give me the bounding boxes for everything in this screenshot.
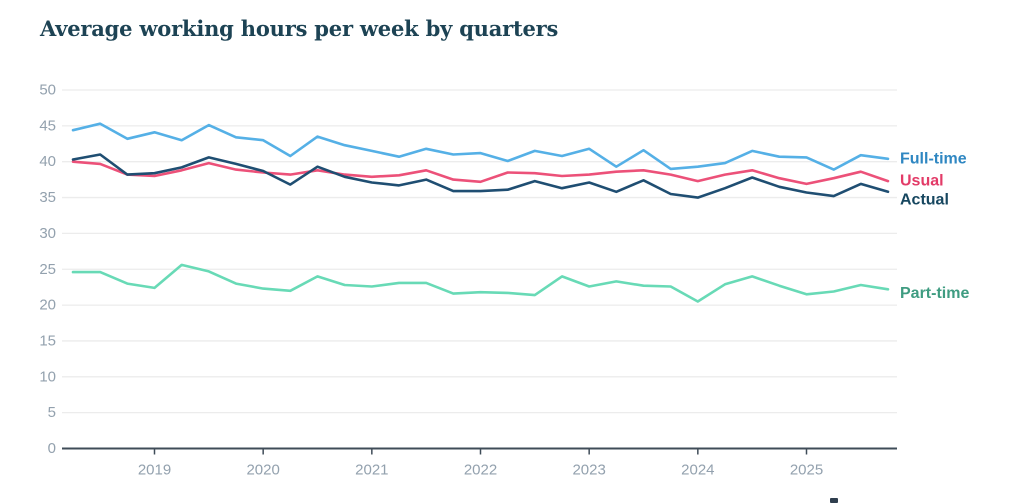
- y-axis-label-40: 40: [39, 153, 56, 170]
- x-axis-label-2019: 2019: [138, 462, 171, 479]
- x-axis-label-2022: 2022: [464, 462, 497, 479]
- y-axis-label-10: 10: [39, 368, 56, 385]
- series-line-full-time: [71, 122, 890, 171]
- chart-title: Average working hours per week by quarte…: [40, 16, 559, 41]
- y-axis-label-50: 50: [39, 82, 56, 99]
- series-line-usual: [71, 160, 890, 186]
- x-axis-label-2020: 2020: [246, 462, 279, 479]
- y-axis-label-15: 15: [39, 332, 56, 349]
- series-line-actual: [71, 153, 890, 199]
- series-label-actual: Actual: [900, 191, 949, 208]
- y-axis-label-25: 25: [39, 261, 56, 278]
- y-axis-label-0: 0: [48, 440, 56, 457]
- series-label-part-time: Part-time: [900, 285, 969, 302]
- y-axis-label-20: 20: [39, 297, 56, 314]
- x-axis-label-2023: 2023: [572, 462, 605, 479]
- x-axis-label-2024: 2024: [681, 462, 714, 479]
- y-axis-label-35: 35: [39, 189, 56, 206]
- y-axis-label-5: 5: [48, 404, 56, 421]
- series-label-usual: Usual: [900, 173, 944, 190]
- y-axis-label-30: 30: [39, 225, 56, 242]
- y-axis-label-45: 45: [39, 117, 56, 134]
- series-line-part-time: [71, 263, 890, 303]
- x-axis-label-2021: 2021: [355, 462, 388, 479]
- series-label-full-time: Full-time: [900, 150, 967, 167]
- x-axis-label-2025: 2025: [790, 462, 823, 479]
- partial-logo-mark: [830, 498, 838, 503]
